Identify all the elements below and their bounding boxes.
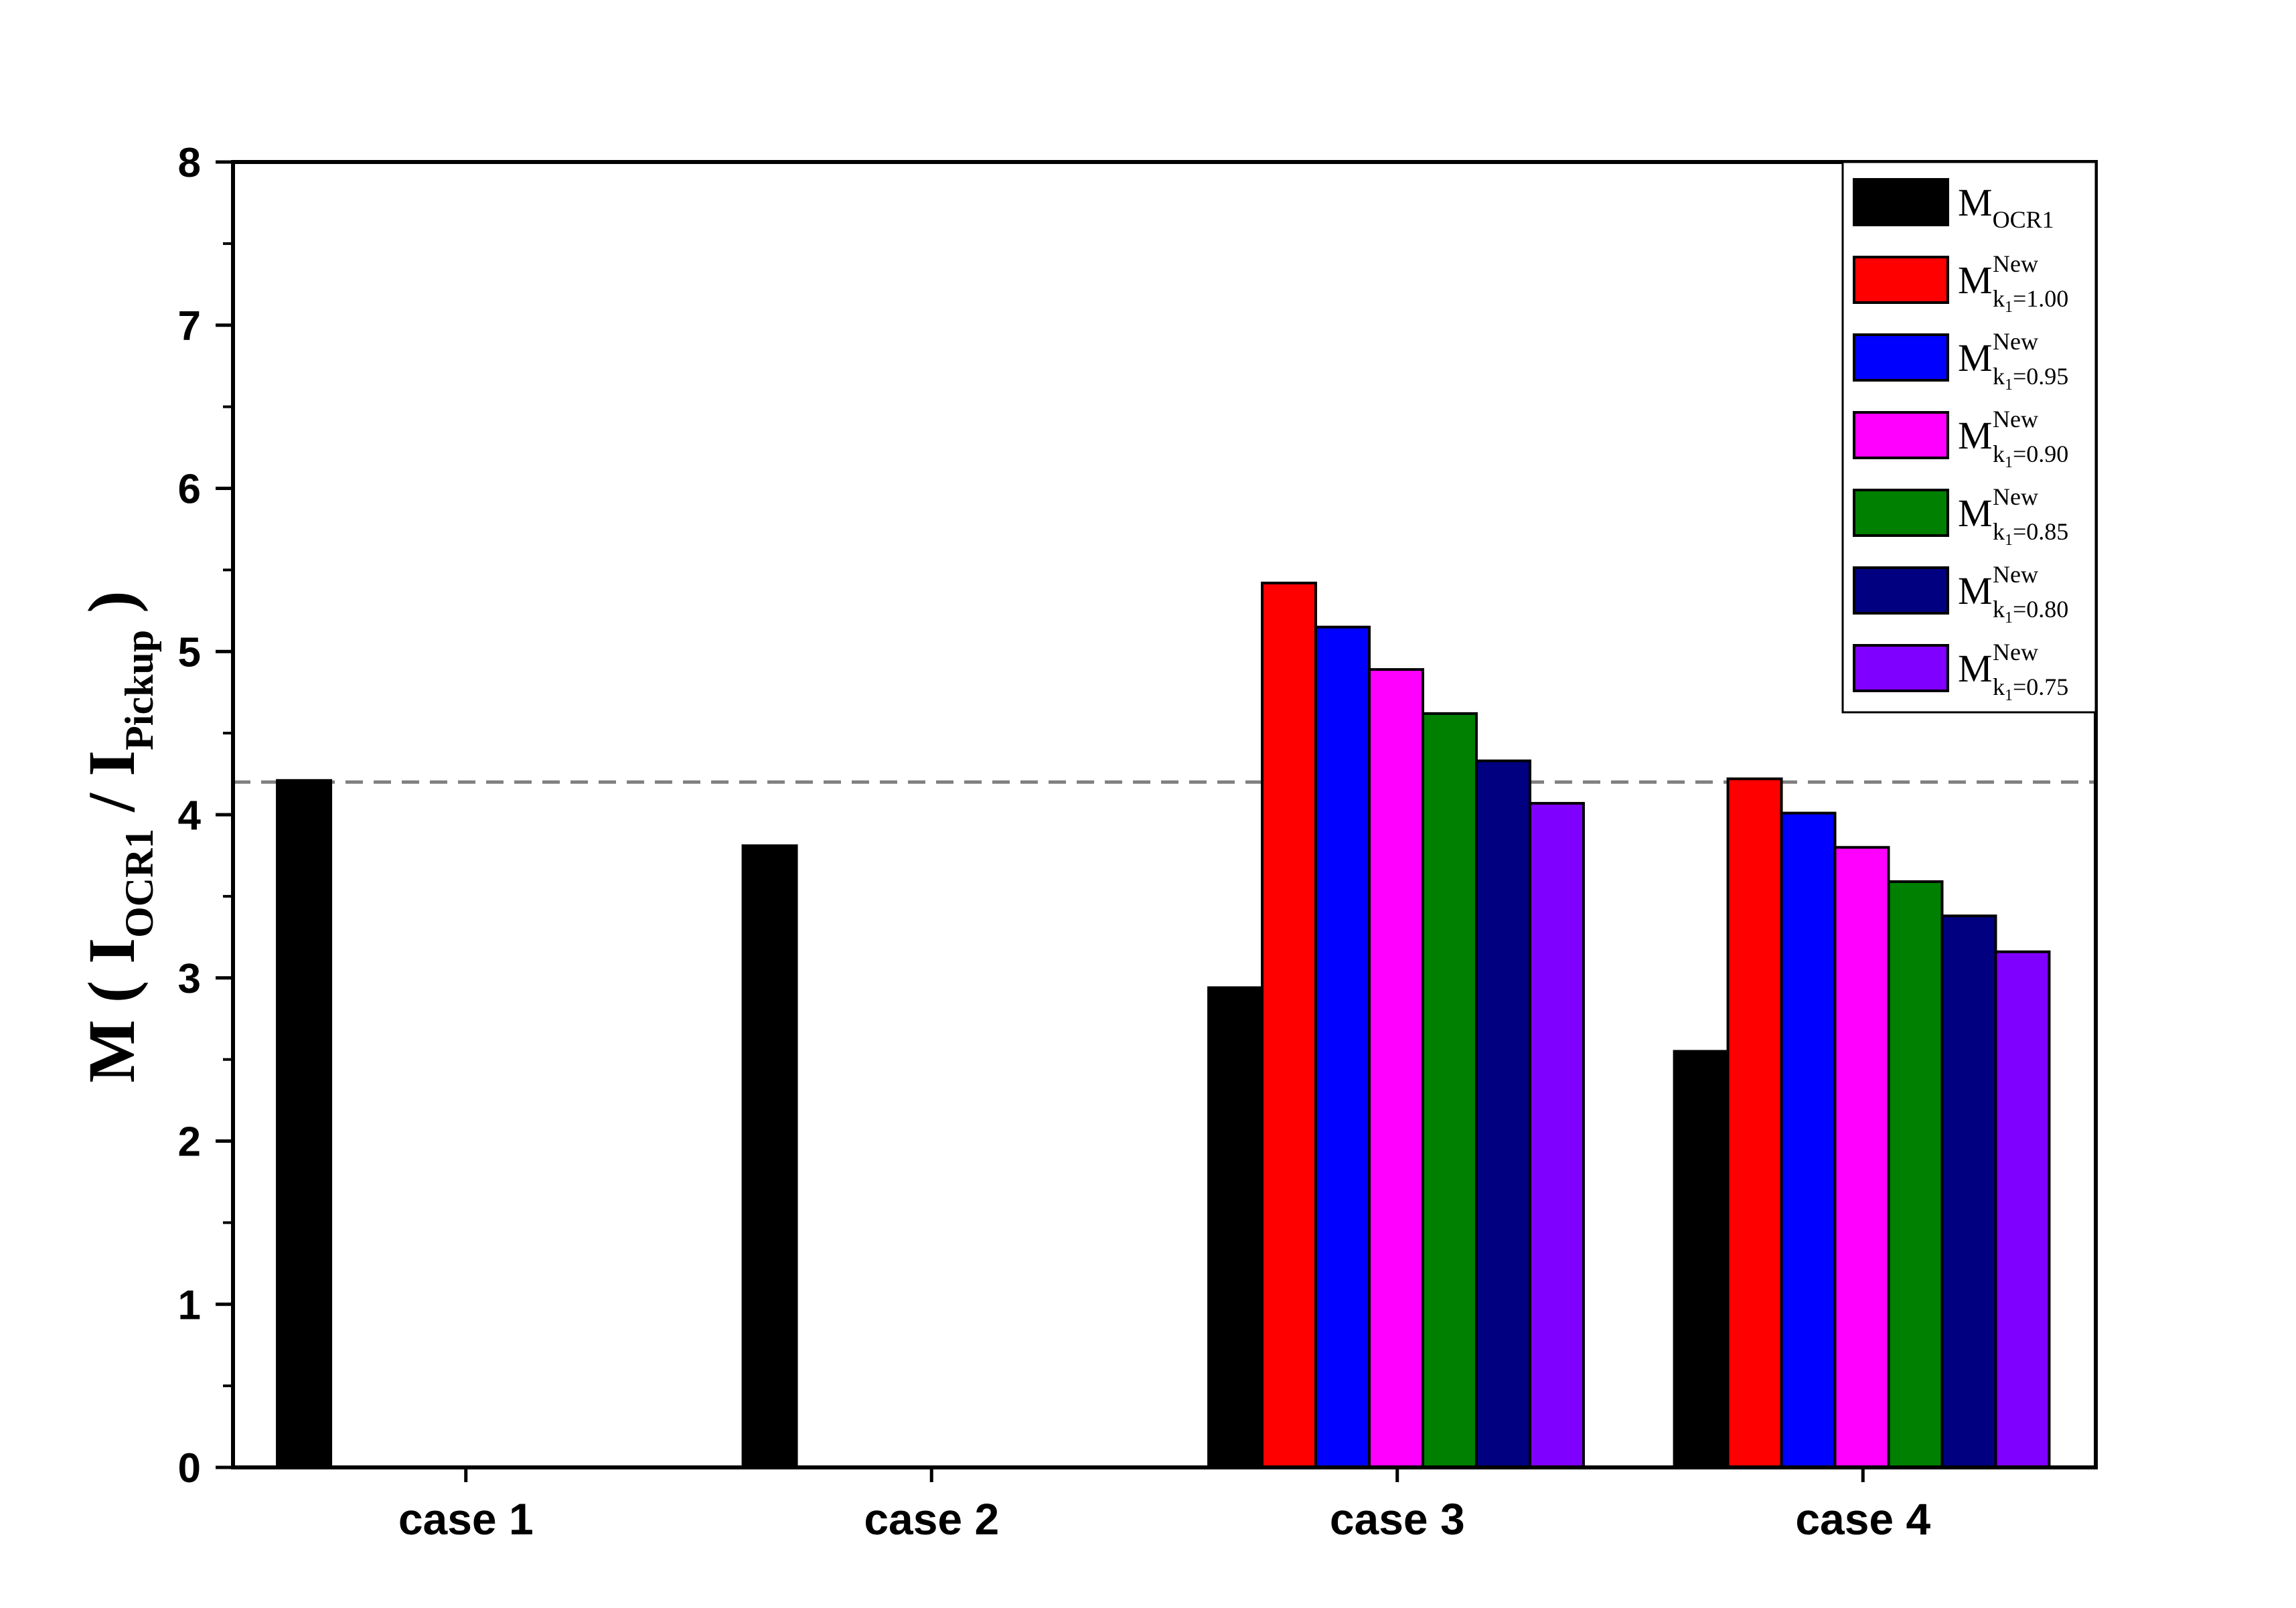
legend-entry-label: M (1958, 569, 1993, 613)
legend-entry-label: MOCR1 (1958, 181, 2054, 233)
bar (1422, 712, 1478, 1469)
legend-swatch (1853, 411, 1949, 459)
legend-entry-label: M (1958, 414, 1993, 457)
bar (1207, 986, 1264, 1469)
y-axis-label-suffix: ) (74, 590, 149, 629)
bar (1726, 777, 1783, 1469)
legend-entry-subscript: k1=0.85 (1993, 518, 2068, 549)
legend-entry-label: M (1958, 491, 1993, 535)
y-axis-label-prefix: M ( I (74, 938, 149, 1083)
legend-entry-label: M (1958, 647, 1993, 690)
bar (1780, 811, 1837, 1469)
legend-entry-subscript: k1=0.90 (1993, 440, 2068, 471)
x-category-label: case 2 (864, 1494, 999, 1544)
y-axis-label-sub2: Pickup (117, 630, 161, 750)
y-tick-label: 3 (178, 956, 201, 1002)
category-labels: case 1 case 2 case 3 case 4 (398, 1494, 1931, 1544)
legend-entry-superscript: New (1993, 406, 2038, 432)
y-tick-label: 6 (178, 467, 201, 513)
legend-entry-superscript: New (1993, 483, 2038, 510)
ticks-layer: 0 1 2 3 4 5 6 7 8 (178, 140, 1865, 1492)
legend-swatch (1853, 644, 1949, 692)
legend-swatch (1853, 333, 1949, 382)
bar (1940, 914, 1997, 1469)
y-axis-label-middle: / I (74, 750, 149, 829)
x-category-label: case 3 (1330, 1494, 1465, 1544)
legend-entry-label: M (1958, 336, 1993, 380)
legend-entry-subscript: k1=1.00 (1993, 285, 2068, 316)
bar (276, 779, 333, 1469)
legend-entry-subscript: k1=0.75 (1993, 673, 2068, 704)
y-tick-label: 1 (178, 1282, 201, 1328)
legend-swatch (1853, 566, 1949, 615)
y-axis-label: M ( IOCR1 / IPickup ) (74, 590, 161, 1082)
bar (1887, 880, 1944, 1469)
bar (1314, 625, 1371, 1469)
bar (741, 844, 798, 1469)
legend-entry-subscript: k1=0.80 (1993, 596, 2068, 627)
legend-entry-superscript: New (1993, 250, 2038, 277)
bar (1528, 801, 1585, 1469)
bar (1368, 668, 1425, 1469)
x-category-label: case 4 (1795, 1494, 1930, 1544)
bar (1994, 950, 2051, 1469)
y-tick-label: 2 (178, 1119, 201, 1165)
y-tick-label: 5 (178, 629, 201, 675)
legend-swatch (1853, 256, 1949, 304)
legend-entry-superscript: New (1993, 328, 2038, 355)
legend-entry-superscript: New (1993, 639, 2038, 665)
y-tick-label: 7 (178, 303, 201, 349)
y-tick-label: 0 (178, 1445, 201, 1492)
y-tick-label: 8 (178, 140, 201, 186)
legend-swatch (1853, 178, 1949, 226)
bar (1474, 759, 1531, 1469)
legend-entry-superscript: New (1993, 561, 2038, 588)
legend-entry-subscript: k1=0.95 (1993, 363, 2068, 394)
bar (1673, 1050, 1730, 1469)
x-category-label: case 1 (398, 1494, 534, 1544)
y-tick-label: 4 (178, 793, 202, 839)
bar (1261, 581, 1318, 1469)
legend-entry-label: M (1958, 258, 1993, 302)
legend-swatch (1853, 489, 1949, 537)
y-axis-label-sub1: OCR1 (117, 829, 161, 938)
bar (1833, 846, 1890, 1469)
